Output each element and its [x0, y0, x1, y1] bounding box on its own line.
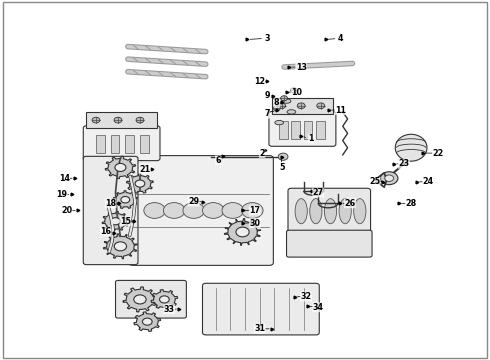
Circle shape [135, 180, 145, 187]
Text: 28: 28 [406, 199, 417, 208]
Text: 10: 10 [291, 87, 302, 96]
FancyBboxPatch shape [269, 112, 336, 146]
Text: 9: 9 [264, 91, 270, 100]
Text: 34: 34 [313, 303, 324, 312]
Text: 25: 25 [369, 177, 380, 186]
Polygon shape [86, 112, 157, 128]
Text: 22: 22 [432, 149, 443, 158]
Bar [125, 135, 134, 153]
Circle shape [144, 203, 165, 219]
Circle shape [111, 218, 121, 225]
FancyBboxPatch shape [202, 283, 319, 335]
Text: 14: 14 [59, 174, 70, 183]
Bar [96, 135, 105, 153]
FancyBboxPatch shape [288, 188, 370, 234]
Bar [111, 135, 120, 153]
FancyBboxPatch shape [83, 126, 160, 161]
Ellipse shape [395, 134, 427, 161]
Circle shape [380, 172, 398, 185]
Circle shape [273, 106, 280, 111]
Ellipse shape [295, 199, 307, 224]
Text: 21: 21 [139, 165, 150, 174]
Circle shape [291, 88, 297, 93]
Circle shape [281, 96, 288, 101]
Text: 4: 4 [338, 34, 343, 43]
Polygon shape [102, 211, 129, 231]
Circle shape [202, 203, 224, 219]
Polygon shape [224, 219, 261, 246]
Circle shape [242, 203, 263, 219]
Ellipse shape [275, 121, 284, 125]
FancyBboxPatch shape [129, 156, 273, 265]
Text: 20: 20 [61, 206, 72, 215]
Bar [292, 121, 300, 139]
Polygon shape [126, 174, 153, 193]
Bar [304, 121, 313, 139]
Text: 3: 3 [264, 34, 270, 43]
Ellipse shape [287, 110, 296, 114]
Ellipse shape [339, 199, 351, 224]
Text: 12: 12 [254, 77, 265, 86]
Text: 23: 23 [398, 159, 409, 168]
Circle shape [143, 318, 152, 325]
Ellipse shape [282, 99, 291, 103]
Text: 11: 11 [335, 105, 346, 114]
Text: 31: 31 [254, 324, 265, 333]
Polygon shape [103, 234, 137, 259]
Circle shape [236, 227, 249, 237]
Circle shape [385, 175, 393, 181]
Bar [316, 121, 325, 139]
Text: 6: 6 [216, 156, 221, 165]
Circle shape [160, 296, 169, 303]
Circle shape [114, 242, 126, 251]
Text: 17: 17 [249, 206, 260, 215]
FancyBboxPatch shape [287, 230, 372, 257]
Circle shape [317, 103, 325, 109]
Text: 29: 29 [188, 197, 199, 206]
Circle shape [92, 117, 100, 123]
Ellipse shape [324, 199, 337, 224]
Text: 18: 18 [105, 199, 116, 208]
Text: 24: 24 [423, 177, 434, 186]
Text: 30: 30 [249, 219, 260, 228]
Circle shape [183, 203, 204, 219]
Ellipse shape [310, 199, 322, 224]
Polygon shape [151, 289, 178, 309]
Text: 19: 19 [56, 190, 67, 199]
Text: 1: 1 [308, 134, 314, 143]
Text: 27: 27 [313, 188, 324, 197]
Text: 16: 16 [100, 228, 111, 237]
Text: 7: 7 [264, 109, 270, 118]
Circle shape [121, 197, 130, 203]
Circle shape [136, 117, 144, 123]
Polygon shape [113, 191, 137, 208]
Polygon shape [134, 312, 161, 332]
Circle shape [222, 203, 244, 219]
Text: 13: 13 [295, 63, 307, 72]
Text: 5: 5 [279, 163, 284, 172]
Circle shape [134, 295, 146, 304]
Circle shape [278, 103, 286, 109]
Circle shape [115, 163, 126, 171]
Text: 8: 8 [274, 98, 280, 107]
Text: 2: 2 [259, 149, 265, 158]
Polygon shape [272, 98, 333, 114]
FancyBboxPatch shape [116, 280, 186, 318]
FancyBboxPatch shape [83, 156, 138, 265]
Text: 15: 15 [120, 217, 131, 226]
Circle shape [278, 153, 288, 160]
Circle shape [163, 203, 185, 219]
Polygon shape [105, 156, 136, 179]
Ellipse shape [354, 199, 366, 224]
Circle shape [297, 103, 305, 109]
Bar [140, 135, 149, 153]
Circle shape [114, 117, 122, 123]
Bar [279, 121, 288, 139]
Text: 32: 32 [300, 292, 312, 301]
Text: 33: 33 [164, 305, 175, 314]
Text: 26: 26 [344, 199, 356, 208]
Polygon shape [123, 287, 157, 312]
